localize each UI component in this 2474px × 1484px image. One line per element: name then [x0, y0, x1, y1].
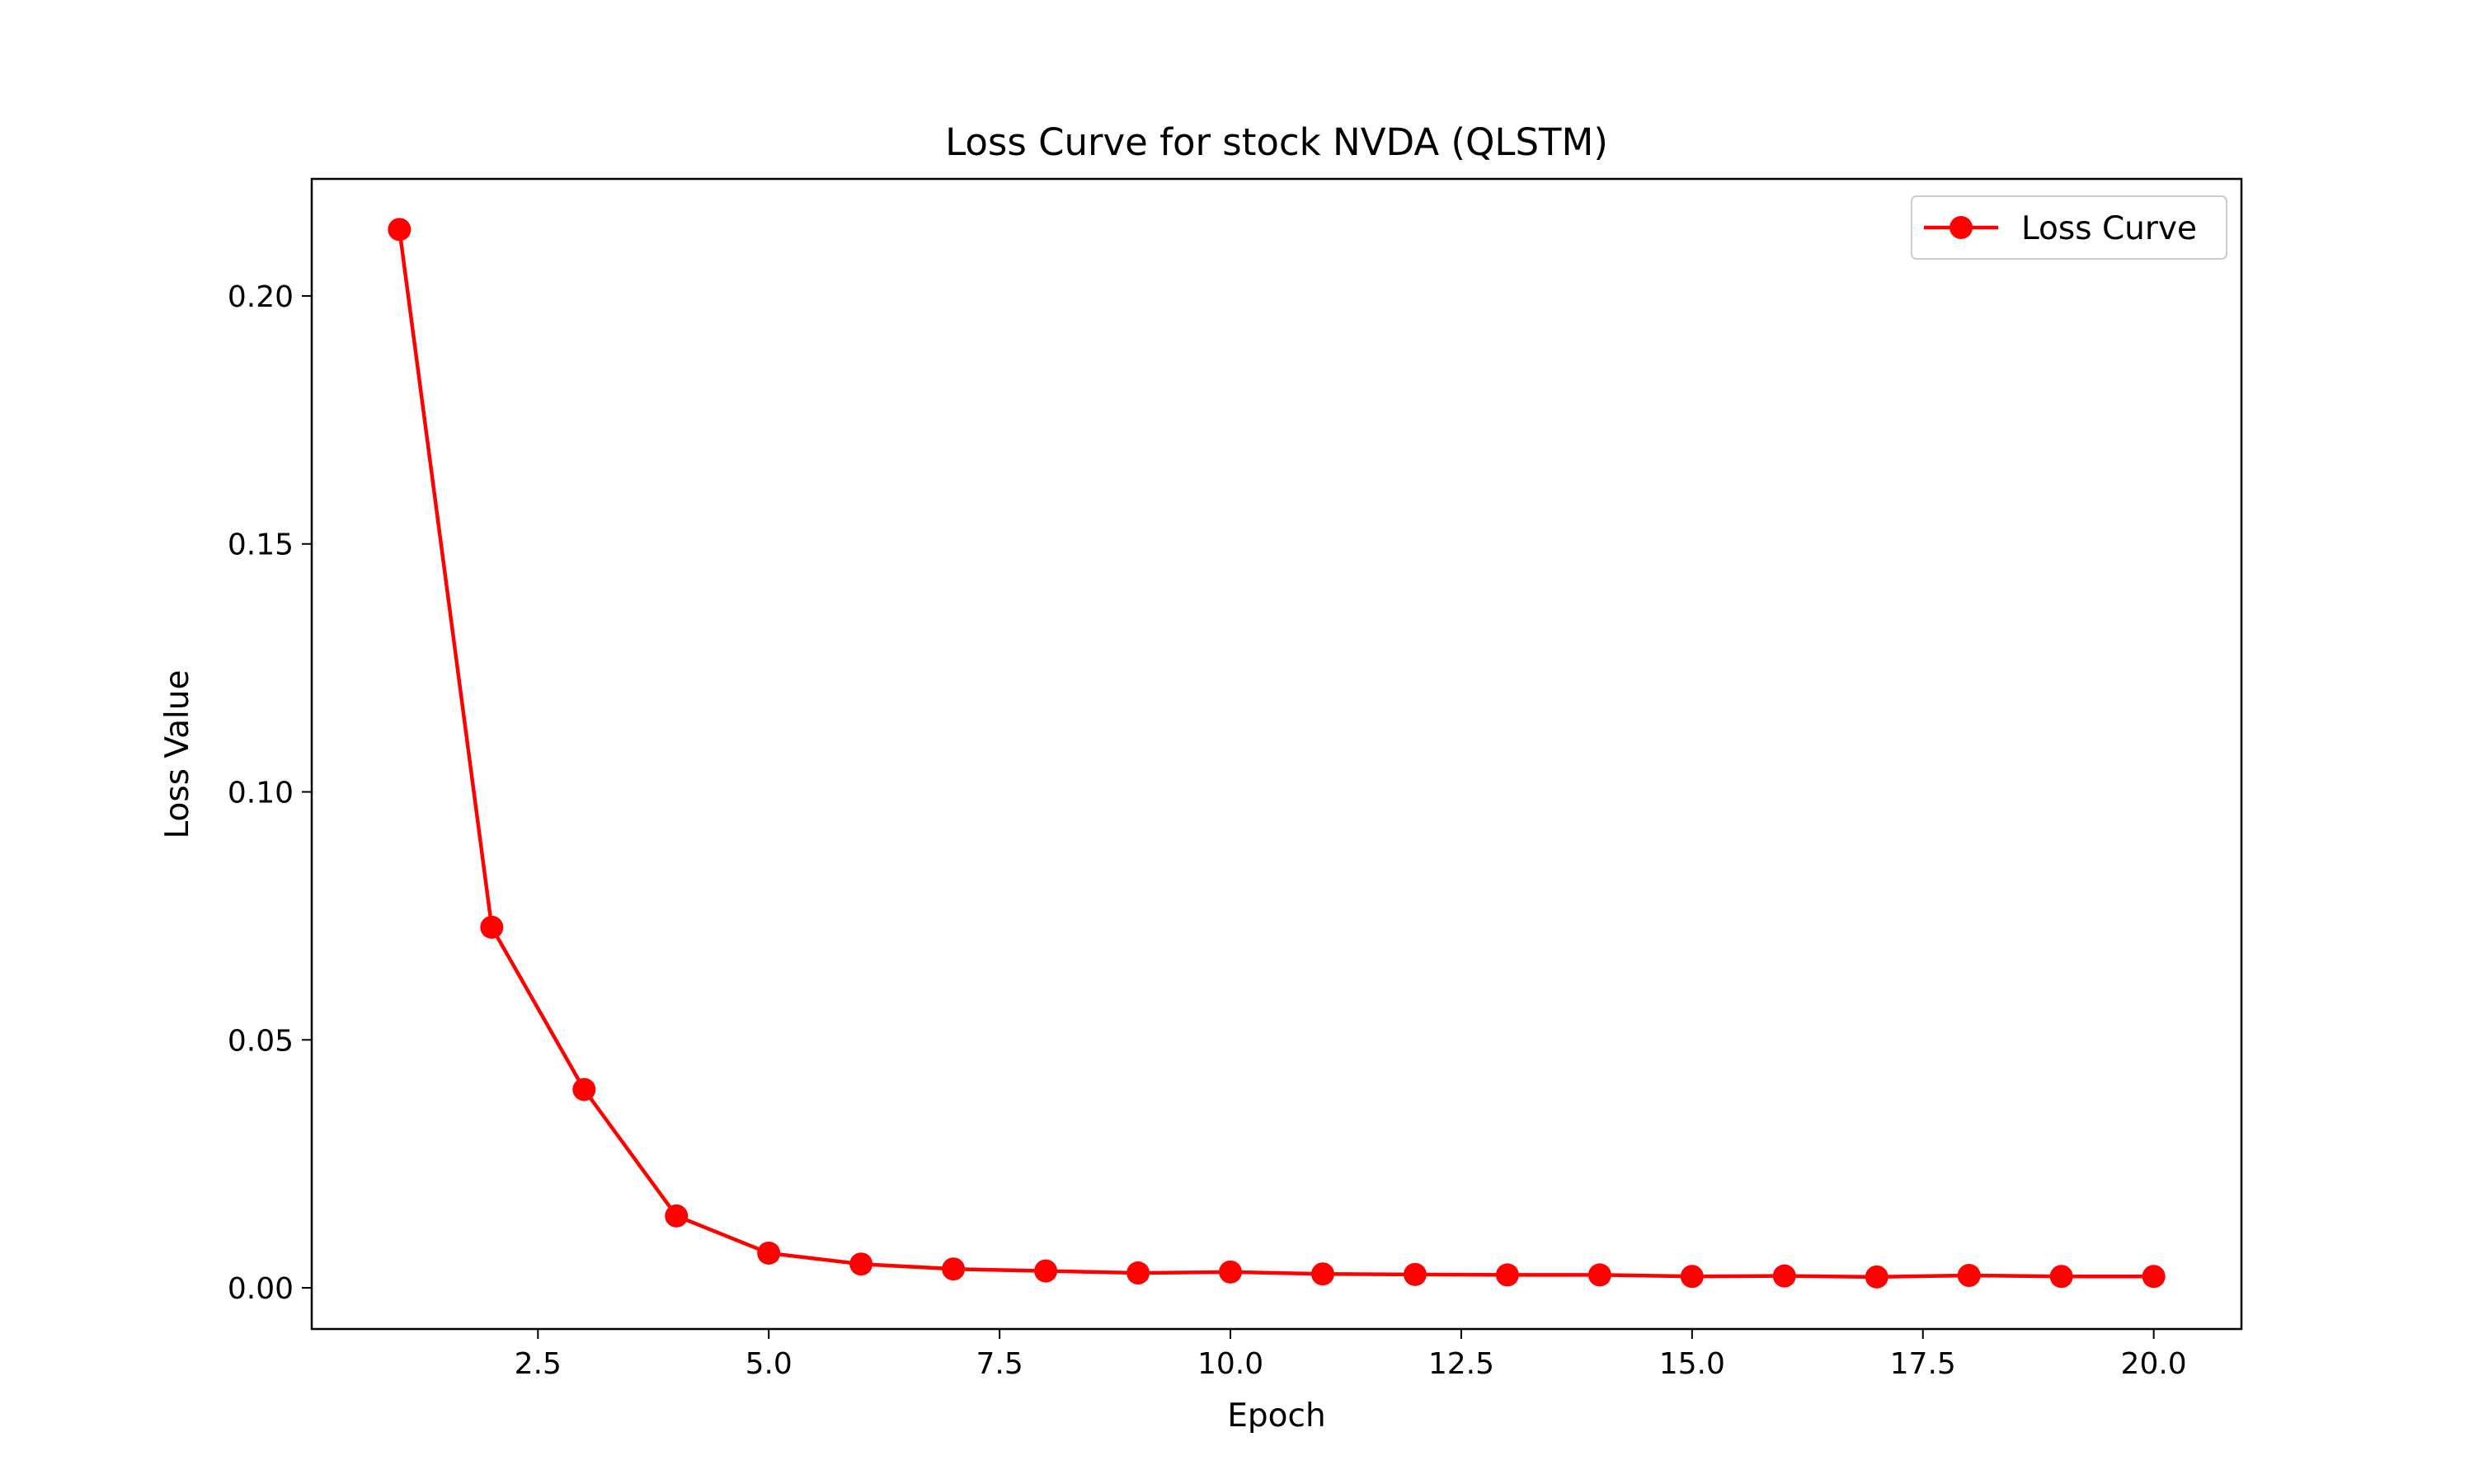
y-tick-label: 0.00: [228, 1272, 294, 1306]
x-tick-label: 5.0: [745, 1347, 793, 1381]
data-point: [849, 1252, 873, 1276]
legend-box: [1911, 195, 2227, 260]
y-axis-ticks: 0.00 0.05 0.10 0.15 0.20: [228, 280, 312, 1306]
data-point: [1772, 1264, 1796, 1288]
legend-marker-sample: [1950, 216, 1973, 239]
y-tick-label: 0.10: [228, 777, 294, 810]
series-line: [397, 229, 2154, 1280]
data-point: [1680, 1265, 1704, 1289]
data-point: [2142, 1265, 2166, 1289]
data-point: [1865, 1265, 1888, 1289]
data-point: [388, 218, 412, 242]
x-axis-ticks: 2.5 5.0 7.5 10.0 12.5 15.0 17.5 20.0: [515, 1329, 2187, 1381]
y-tick-label: 0.20: [228, 280, 294, 314]
legend-label: Loss Curve: [2021, 210, 2197, 247]
chart-title: Loss Curve for stock NVDA (QLSTM): [945, 120, 1608, 164]
data-point: [1957, 1264, 1981, 1288]
plot-area: [388, 218, 2166, 1289]
y-tick-label: 0.15: [228, 528, 294, 562]
data-point: [1034, 1259, 1058, 1283]
data-point: [1219, 1260, 1243, 1284]
axes-frame: [310, 177, 2243, 1331]
data-point: [572, 1078, 596, 1101]
data-point: [1495, 1263, 1519, 1287]
x-tick-label: 10.0: [1197, 1347, 1263, 1381]
data-point: [757, 1241, 781, 1265]
y-tick-label: 0.05: [228, 1024, 294, 1058]
x-tick-label: 15.0: [1659, 1347, 1725, 1381]
y-axis-label: Loss Value: [159, 669, 196, 838]
data-point: [480, 915, 504, 939]
data-point: [942, 1257, 966, 1281]
data-point: [2049, 1265, 2073, 1289]
legend: Loss Curve: [1911, 195, 2227, 260]
x-tick-label: 12.5: [1428, 1347, 1494, 1381]
data-point: [1126, 1261, 1150, 1285]
x-tick-label: 2.5: [515, 1347, 562, 1381]
data-point: [665, 1204, 689, 1228]
data-point: [1403, 1262, 1427, 1286]
data-point: [1587, 1263, 1611, 1287]
data-point: [1310, 1262, 1334, 1286]
x-tick-label: 20.0: [2121, 1347, 2187, 1381]
x-tick-label: 17.5: [1890, 1347, 1956, 1381]
x-tick-label: 7.5: [976, 1347, 1023, 1381]
x-axis-label: Epoch: [1227, 1397, 1325, 1435]
